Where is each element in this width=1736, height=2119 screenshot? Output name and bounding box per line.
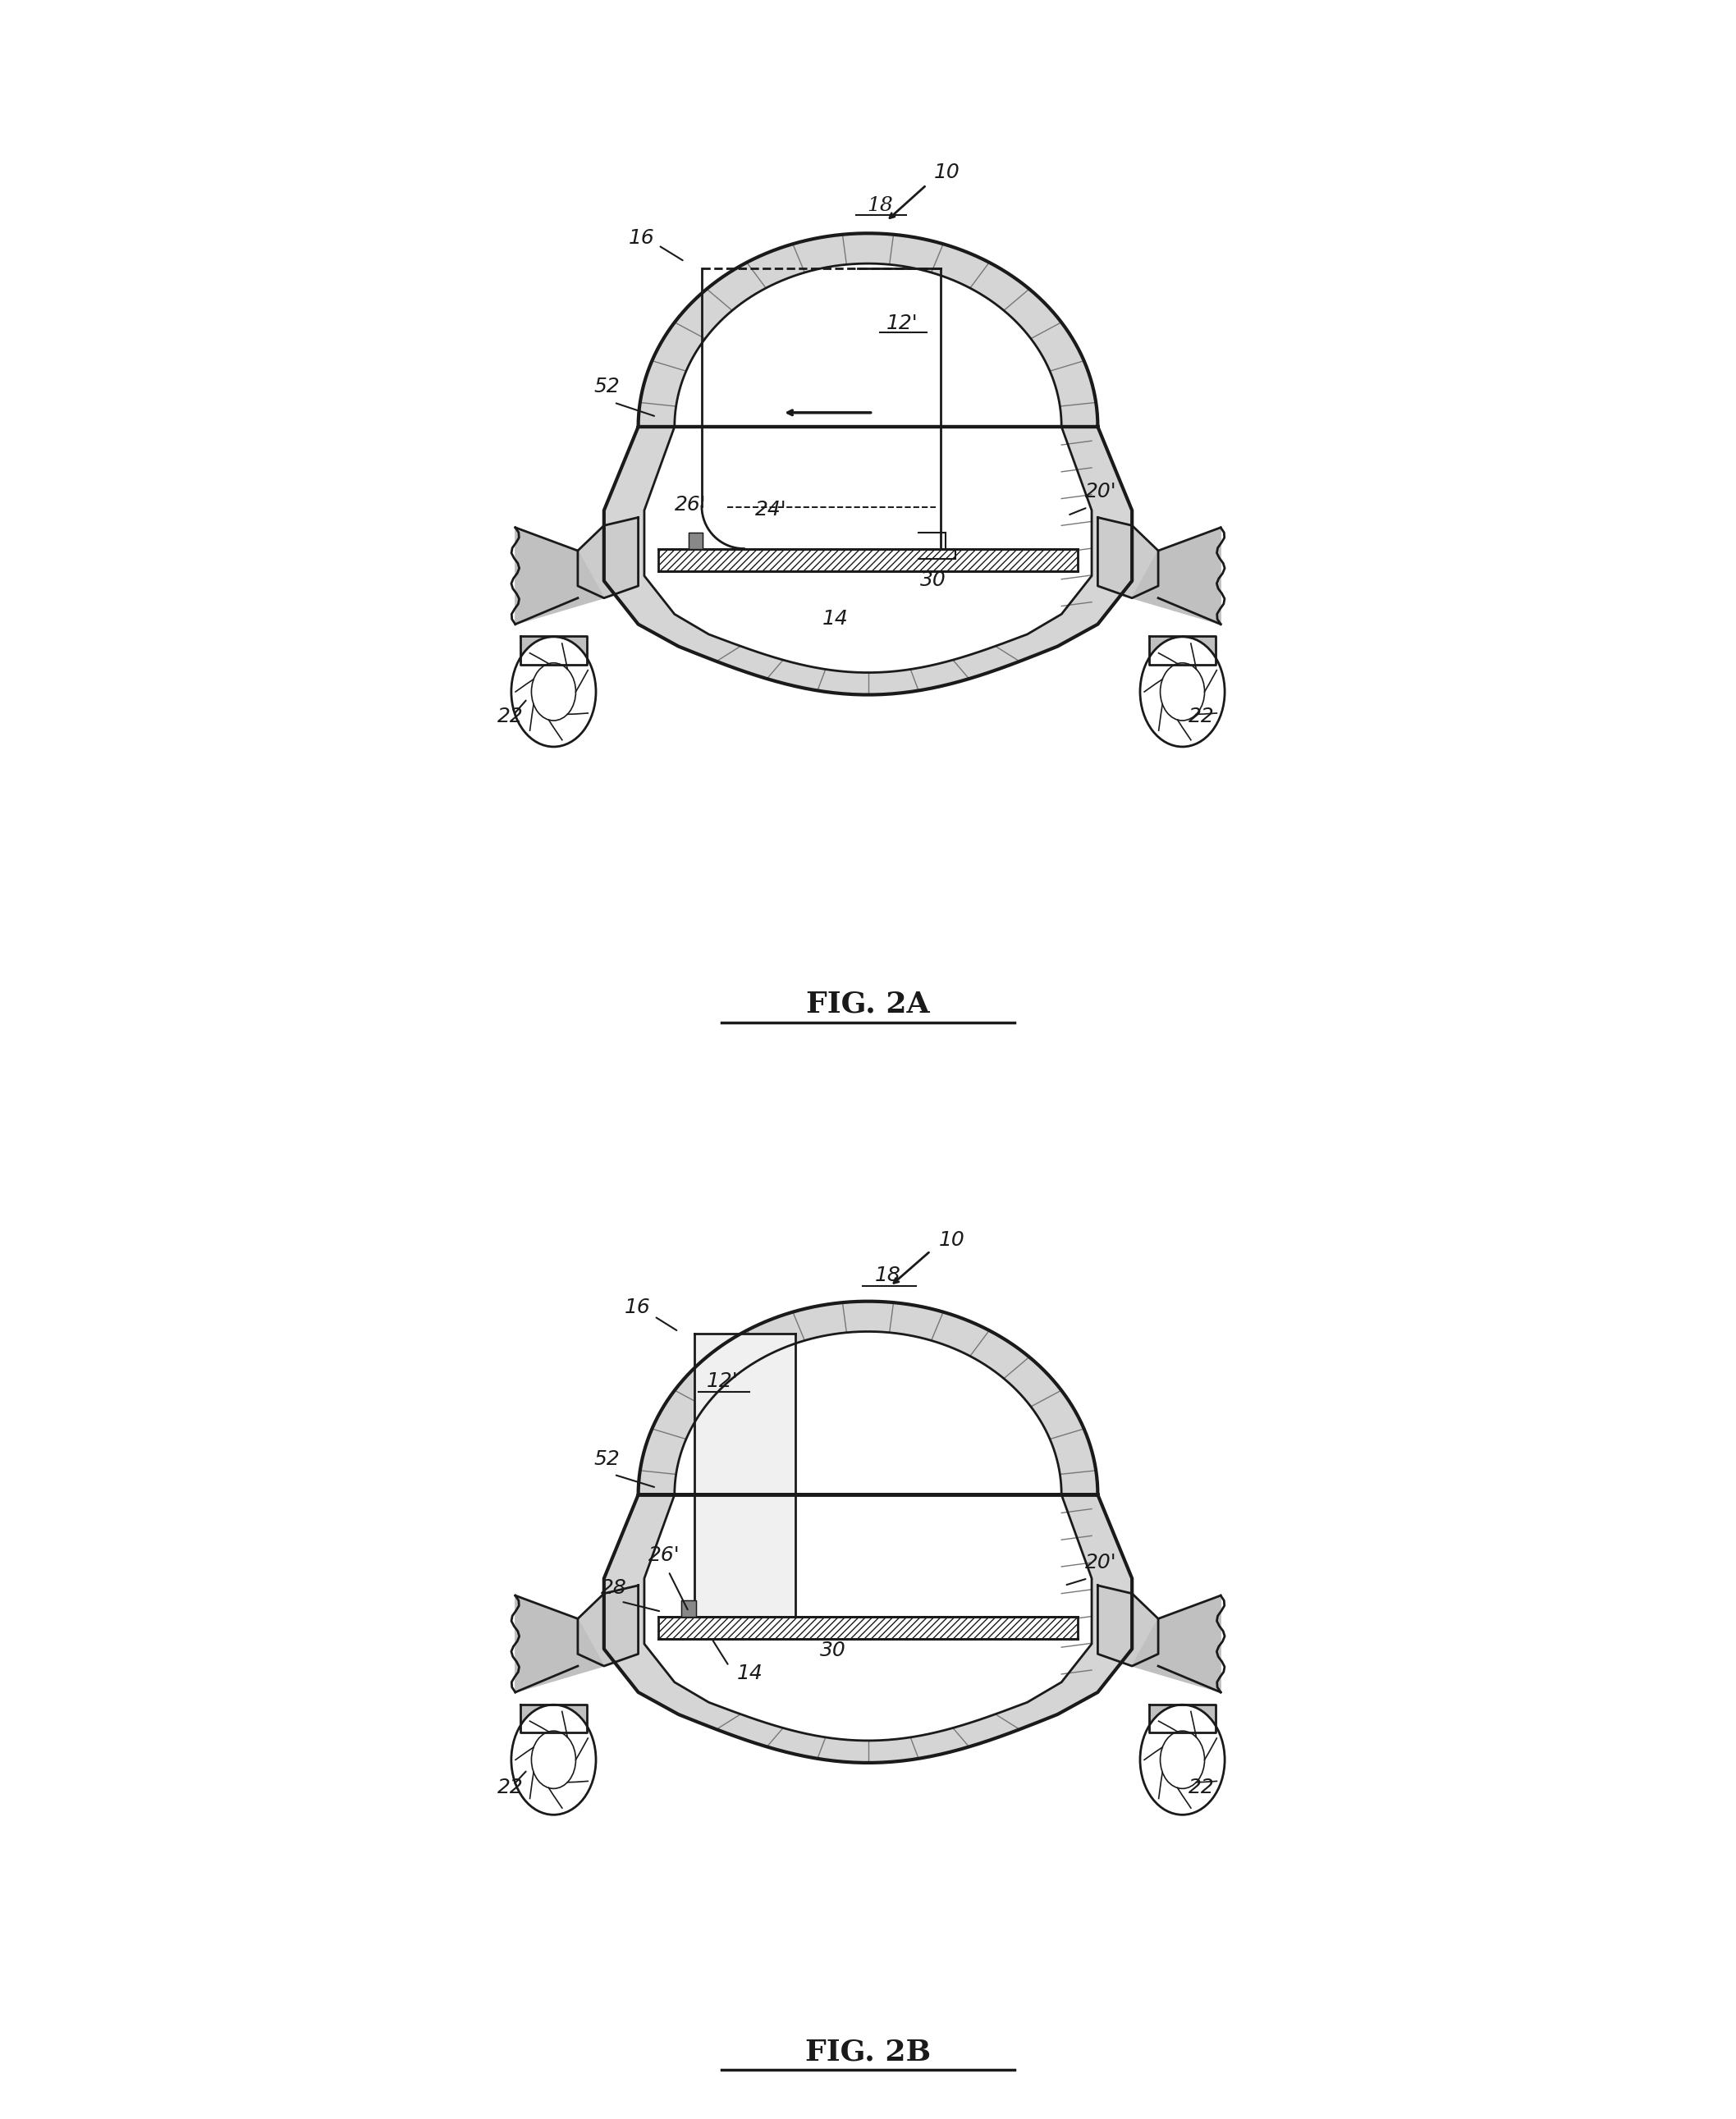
Text: 22: 22 (496, 1778, 523, 1797)
Text: 14: 14 (738, 1663, 764, 1682)
Text: 10: 10 (934, 163, 960, 182)
Polygon shape (1132, 1596, 1220, 1693)
Polygon shape (516, 528, 604, 625)
Text: FIG. 2B: FIG. 2B (806, 2038, 930, 2066)
Polygon shape (1097, 517, 1158, 598)
Text: 18: 18 (866, 197, 892, 216)
Text: 10: 10 (939, 1231, 965, 1250)
Ellipse shape (1141, 1706, 1224, 1814)
Polygon shape (1149, 1704, 1215, 1733)
Text: FIG. 2A: FIG. 2A (806, 990, 930, 1017)
Bar (658, 1617, 1078, 1638)
Text: 52: 52 (594, 1449, 620, 1468)
Ellipse shape (512, 636, 595, 746)
Text: 52: 52 (594, 377, 620, 396)
Polygon shape (604, 1301, 1132, 1763)
Text: 16: 16 (628, 227, 654, 248)
Text: 24': 24' (755, 500, 786, 519)
Ellipse shape (1141, 636, 1224, 746)
Text: 30: 30 (819, 1640, 845, 1659)
Text: 22: 22 (1189, 1778, 1215, 1797)
Ellipse shape (512, 1706, 595, 1814)
Text: 20': 20' (1085, 1553, 1116, 1572)
Polygon shape (521, 636, 587, 665)
Text: 18: 18 (875, 1265, 901, 1286)
Text: 16: 16 (625, 1297, 651, 1318)
Polygon shape (1132, 528, 1220, 625)
Polygon shape (694, 1333, 795, 1617)
Polygon shape (578, 517, 639, 598)
Polygon shape (644, 1331, 1092, 1740)
Polygon shape (1149, 636, 1215, 665)
Text: 22: 22 (1189, 706, 1215, 727)
Polygon shape (689, 532, 703, 549)
Polygon shape (1097, 1585, 1158, 1666)
Text: 26': 26' (675, 494, 707, 515)
Text: 22: 22 (496, 706, 523, 727)
Text: 20': 20' (1085, 481, 1116, 502)
Text: 12': 12' (707, 1371, 738, 1390)
Polygon shape (516, 1596, 604, 1693)
Text: 28: 28 (601, 1579, 627, 1598)
Bar (658, 549, 1078, 570)
Polygon shape (682, 1600, 696, 1617)
Text: 14: 14 (823, 608, 849, 629)
Text: 12': 12' (885, 314, 918, 333)
Text: 30: 30 (920, 570, 946, 589)
Polygon shape (578, 1585, 639, 1666)
Polygon shape (521, 1704, 587, 1733)
Polygon shape (604, 233, 1132, 695)
Polygon shape (644, 263, 1092, 672)
Text: 26': 26' (648, 1545, 681, 1566)
